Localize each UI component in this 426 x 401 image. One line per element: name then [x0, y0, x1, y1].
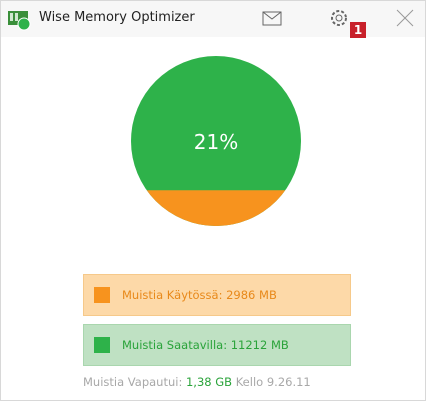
title-bar: Wise Memory Optimizer 1: [1, 1, 425, 38]
close-button[interactable]: [396, 9, 414, 27]
free-area: [131, 56, 301, 226]
used-area: [146, 190, 286, 226]
clock-label: Kello: [235, 375, 264, 389]
settings-button[interactable]: [329, 8, 349, 28]
used-swatch: [94, 287, 110, 303]
available-swatch: [94, 337, 110, 353]
used-memory-box: Muistia Käytössä: 2986 MB: [83, 274, 351, 316]
used-label: Muistia Käytössä: 2986 MB: [122, 288, 277, 302]
freed-label: Muistia Vapautui:: [83, 375, 183, 389]
clock-value: 9.26.11: [266, 375, 311, 389]
app-title: Wise Memory Optimizer: [39, 10, 195, 25]
notification-badge: 1: [350, 22, 366, 38]
app-icon: [8, 11, 31, 31]
gauge-label: 21%: [194, 130, 238, 154]
mail-button[interactable]: [262, 11, 282, 26]
available-memory-box: Muistia Saatavilla: 11212 MB: [83, 324, 351, 366]
available-label: Muistia Saatavilla: 11212 MB: [122, 338, 289, 352]
memory-gauge: 21%: [131, 56, 301, 226]
status-line: Muistia Vapautui: 1,38 GB Kello 9.26.11: [83, 375, 311, 389]
freed-value: 1,38 GB: [185, 375, 233, 389]
